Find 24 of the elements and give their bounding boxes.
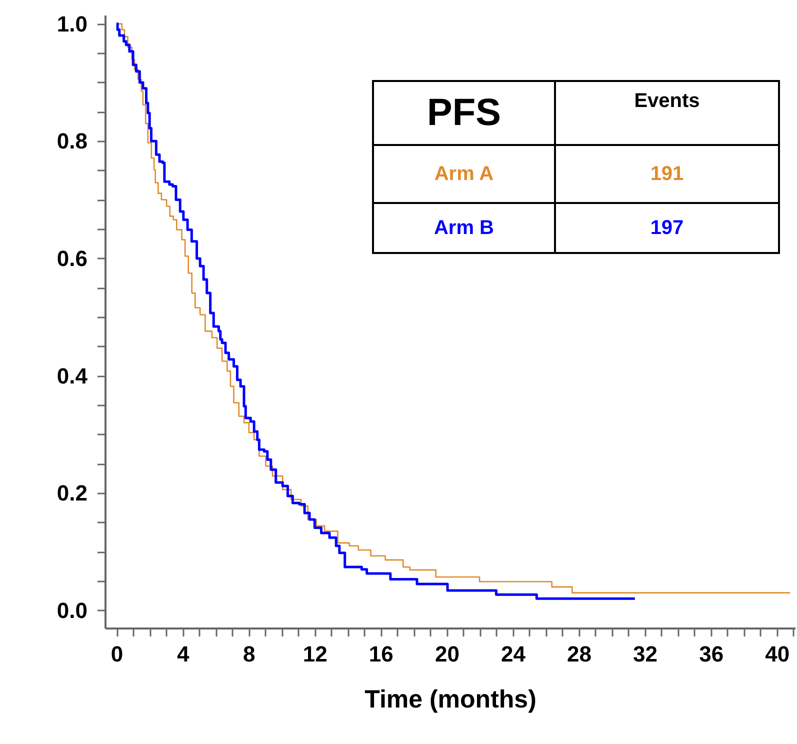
x-tick-label: 20 [434,642,460,666]
x-tick-label: 0 [110,642,124,666]
y-tick-label: 0.2 [56,480,88,506]
annotation: 197 [555,203,779,253]
y-tick-label: 0.6 [56,246,88,271]
x-tick-label: 28 [567,642,592,666]
x-tick-label: 16 [368,642,394,666]
y-tick-label: 0.8 [56,128,88,154]
x-tick-label: 24 [500,642,526,666]
annotation: 191 [555,145,779,203]
annotation: Events [555,81,779,145]
y-tick-label: 1.0 [56,11,88,36]
x-tick-label: 32 [633,642,658,666]
x-axis-title: Time (months) [364,686,536,714]
y-tick-label: 0.4 [56,363,88,388]
x-tick-label: 12 [302,642,328,666]
x-tick-label: 36 [699,642,724,666]
x-tick-label: 40 [765,642,790,666]
legend-title: PFS [373,81,555,145]
x-tick-label: 4 [176,642,190,666]
y-tick-label: 0.0 [56,598,88,623]
x-tick-label: 8 [242,642,256,666]
text: Arm A [434,162,494,184]
text: Arm B [434,216,494,238]
